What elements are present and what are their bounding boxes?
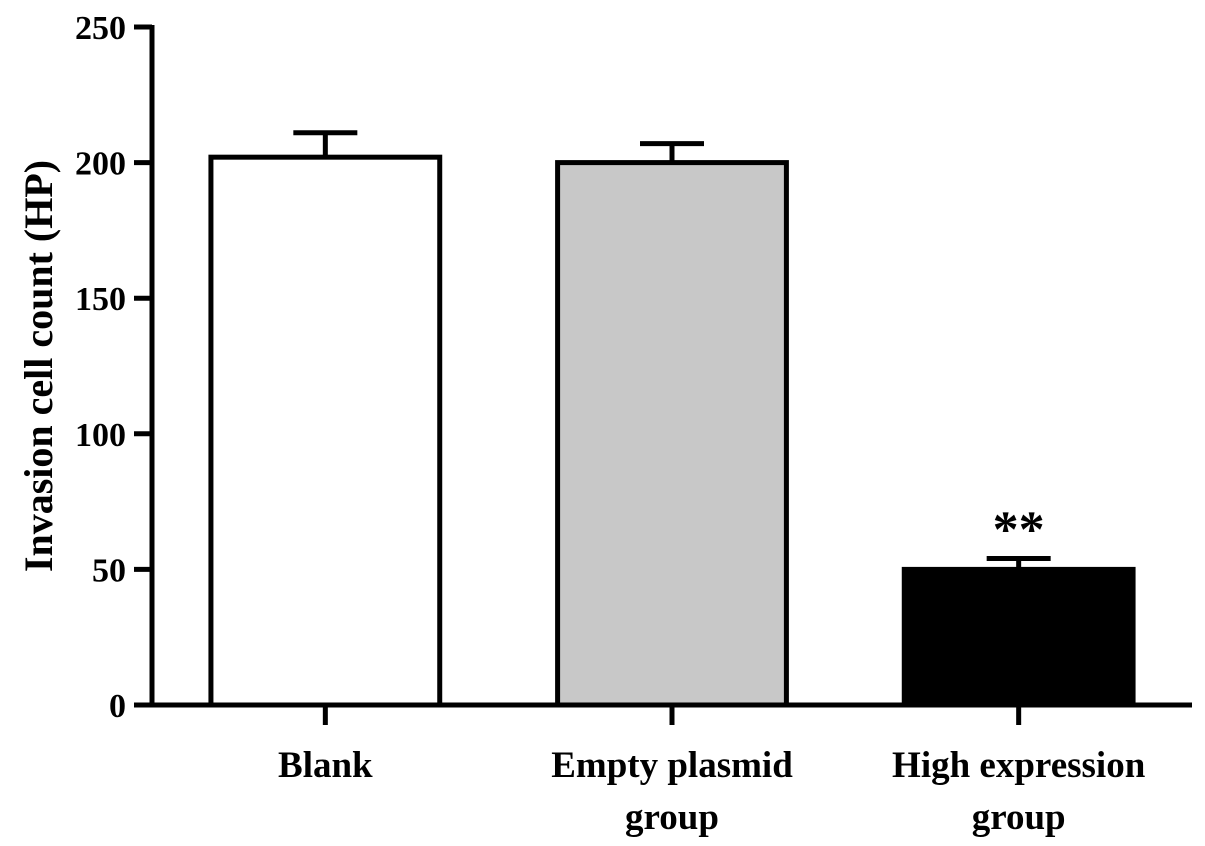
bar xyxy=(208,154,443,708)
y-tick-label: 250 xyxy=(75,10,126,47)
x-tick-label: High expression xyxy=(892,745,1146,786)
x-tick-label: Empty plasmid xyxy=(551,745,793,786)
significance-label: ** xyxy=(993,502,1045,559)
x-axis: Blank Empty plasmid group High expression gr… xyxy=(150,702,1192,838)
y-axis-title: Invasion cell count (HP) xyxy=(16,160,61,572)
bars: ** xyxy=(208,130,1136,708)
y-tick-label: 200 xyxy=(75,146,126,183)
x-tick-label: Blank xyxy=(278,745,373,786)
bar xyxy=(901,566,1136,708)
bar xyxy=(555,160,789,708)
y-axis: 0 50 100 150 200 250 xyxy=(75,10,155,725)
y-tick-label: 0 xyxy=(109,688,126,725)
y-tick-label: 150 xyxy=(75,281,126,318)
y-tick-label: 100 xyxy=(75,417,126,454)
x-tick-label: group xyxy=(625,797,719,838)
x-tick-label: group xyxy=(972,797,1066,838)
y-tick-label: 50 xyxy=(92,552,126,589)
